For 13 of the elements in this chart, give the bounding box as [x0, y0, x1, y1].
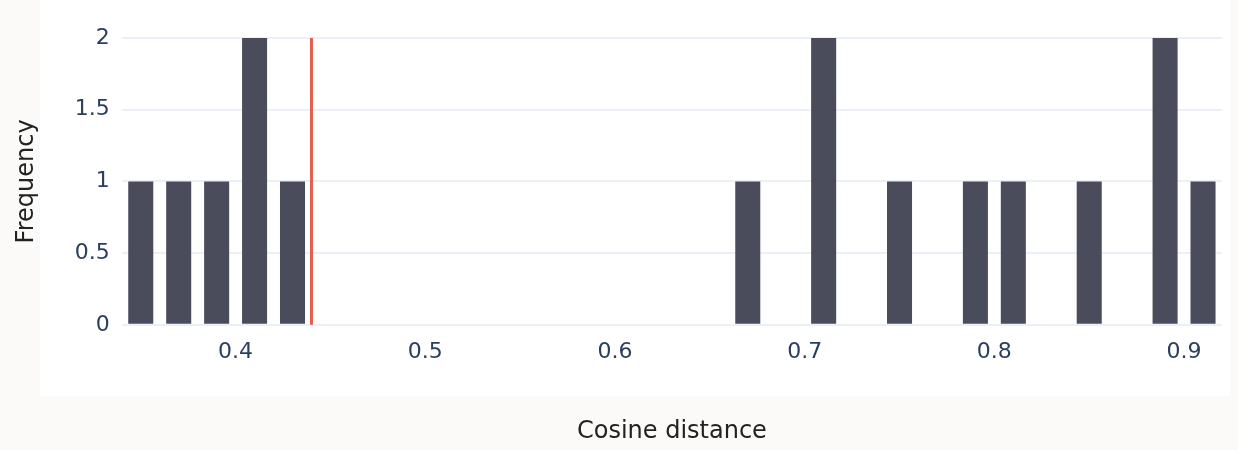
x-tick-label: 0.6	[597, 337, 633, 363]
x-tick-label: 0.5	[407, 337, 443, 363]
y-tick-label: 2	[95, 23, 110, 49]
x-axis-title: Cosine distance	[576, 415, 767, 444]
y-axis-title: Frequency	[10, 119, 39, 244]
y-tick-label: 0.5	[74, 238, 110, 264]
y-tick-label: 1	[95, 167, 110, 193]
x-tick-label: 0.9	[1166, 337, 1202, 363]
y-tick-label: 0	[95, 310, 110, 336]
y-tick-label: 1.5	[74, 95, 110, 121]
x-tick-label: 0.7	[787, 337, 823, 363]
x-tick-label: 0.8	[976, 337, 1012, 363]
x-tick-label: 0.4	[218, 337, 254, 363]
